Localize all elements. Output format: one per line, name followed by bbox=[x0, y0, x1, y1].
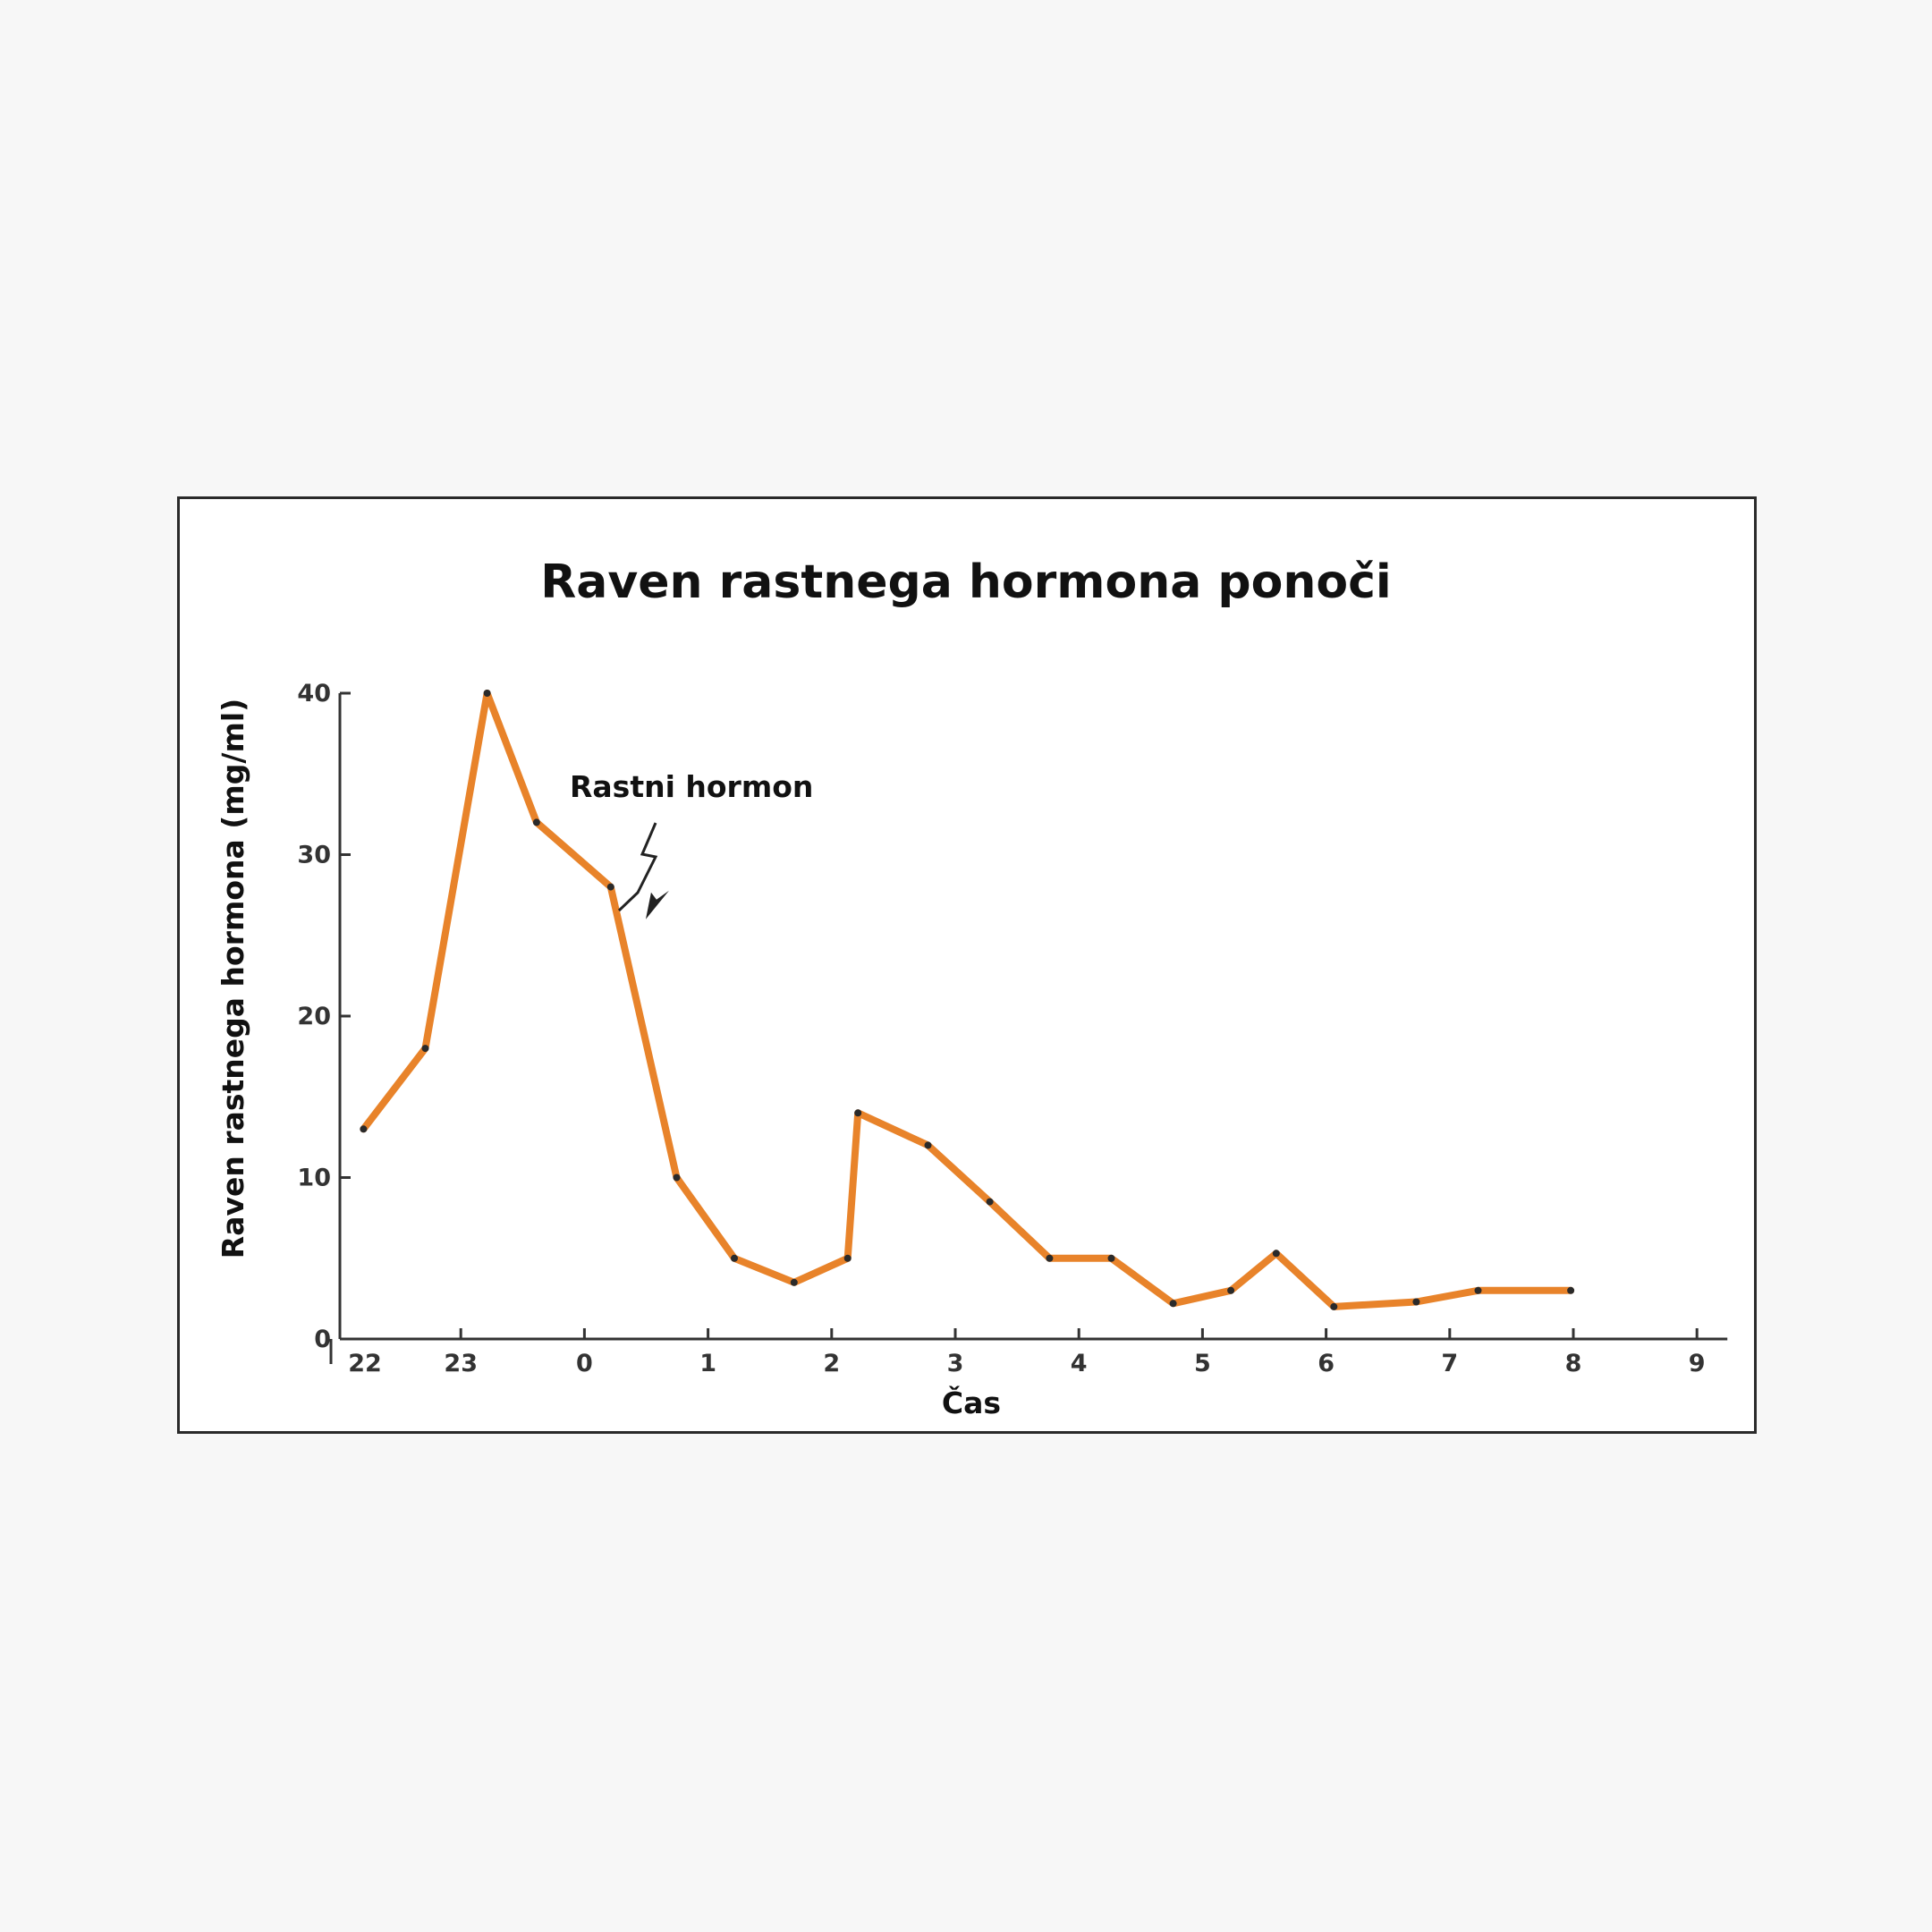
data-point bbox=[483, 690, 491, 697]
x-tick-label: 6 bbox=[1318, 1350, 1335, 1377]
x-tick-label: 9 bbox=[1689, 1350, 1706, 1377]
data-point bbox=[790, 1278, 798, 1286]
data-point bbox=[924, 1141, 932, 1149]
y-tick-label: 20 bbox=[297, 1003, 331, 1030]
annotation-label: Rastni hormon bbox=[570, 769, 813, 804]
data-point bbox=[1272, 1250, 1280, 1258]
data-point bbox=[421, 1045, 429, 1053]
annotation-layer: Rastni hormon bbox=[570, 769, 813, 919]
y-tick-label: 10 bbox=[297, 1165, 331, 1192]
data-point bbox=[1567, 1286, 1575, 1294]
y-tick-label: 0 bbox=[314, 1326, 331, 1353]
x-axis-label: Čas bbox=[942, 1385, 1001, 1420]
annotation-arrow-line bbox=[617, 822, 658, 912]
y-tick-label: 30 bbox=[297, 842, 331, 869]
x-tick-label: 7 bbox=[1441, 1350, 1458, 1377]
chart-title: Raven rastnega hormona ponoči bbox=[540, 555, 1392, 609]
x-tick-label: 23 bbox=[444, 1350, 478, 1377]
y-axis-label: Raven rastnega hormona (mg/ml) bbox=[216, 699, 250, 1258]
x-tick-label: 4 bbox=[1071, 1350, 1088, 1377]
data-point bbox=[360, 1125, 368, 1133]
y-tick-label: 40 bbox=[297, 680, 331, 708]
data-point bbox=[986, 1198, 994, 1206]
series-line bbox=[360, 690, 1575, 1310]
x-tick-label: 5 bbox=[1194, 1350, 1211, 1377]
data-point bbox=[1412, 1298, 1420, 1306]
data-point bbox=[1046, 1254, 1054, 1262]
data-point bbox=[1474, 1286, 1482, 1294]
data-point bbox=[532, 818, 540, 826]
data-point bbox=[1169, 1300, 1177, 1308]
axes bbox=[329, 693, 1728, 1364]
data-point bbox=[673, 1174, 681, 1182]
data-point bbox=[854, 1109, 862, 1117]
data-point bbox=[843, 1254, 852, 1262]
x-tick-label: 1 bbox=[699, 1350, 716, 1377]
data-point bbox=[1107, 1254, 1115, 1262]
x-tick-label: 3 bbox=[947, 1350, 964, 1377]
data-point bbox=[606, 883, 614, 891]
x-tick-label: 8 bbox=[1565, 1350, 1582, 1377]
data-point bbox=[731, 1254, 738, 1262]
x-ticks: 22 23 0 1 2 3 4 5 6 7 8 9 bbox=[348, 1328, 1706, 1377]
x-tick-label: 0 bbox=[576, 1350, 593, 1377]
x-tick-label: 2 bbox=[823, 1350, 840, 1377]
x-tick-label: 22 bbox=[348, 1350, 382, 1377]
data-point bbox=[1330, 1302, 1338, 1310]
data-point bbox=[1227, 1286, 1235, 1294]
annotation-arrowhead bbox=[645, 890, 669, 919]
series-layer bbox=[360, 690, 1575, 1310]
y-ticks: 0 10 20 30 40 bbox=[297, 680, 351, 1353]
